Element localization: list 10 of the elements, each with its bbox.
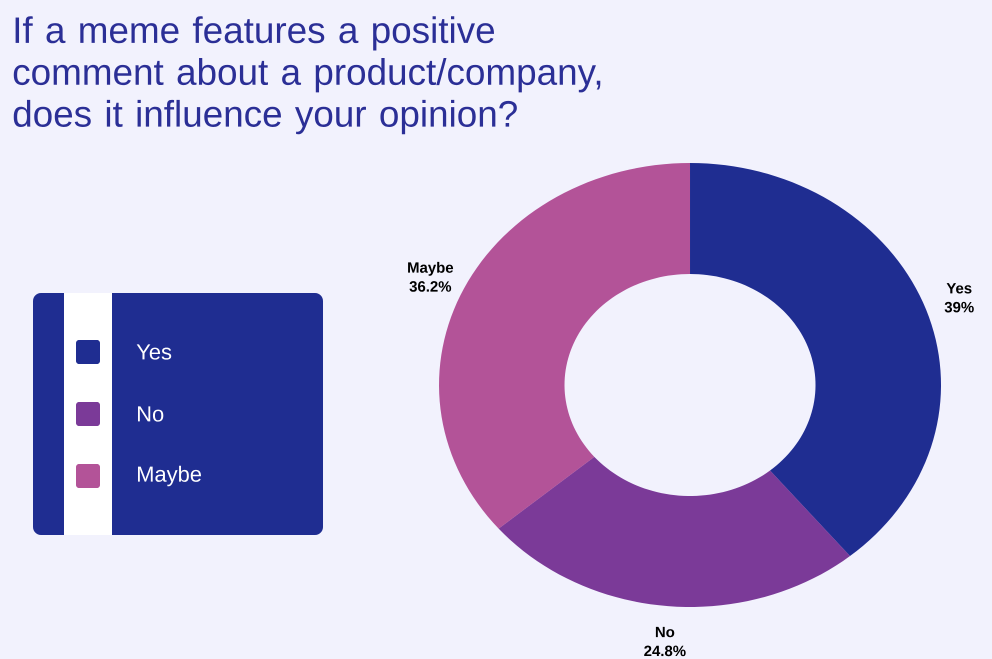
slice-label: Maybe: [408, 262, 454, 276]
legend-label: No: [138, 406, 164, 422]
slice-label: Yes: [946, 283, 972, 294]
legend-label: Yes: [136, 344, 172, 360]
chart-title: If a meme features a positive comment about a product/company, does it influence your opinion?: [14, 16, 600, 134]
slice-label: No: [656, 626, 674, 638]
data-label: 24.8%: [644, 646, 686, 656]
legend-label: Maybe: [138, 466, 202, 486]
data-label: 39%: [944, 302, 974, 312]
data-label: 36.2%: [409, 281, 452, 292]
